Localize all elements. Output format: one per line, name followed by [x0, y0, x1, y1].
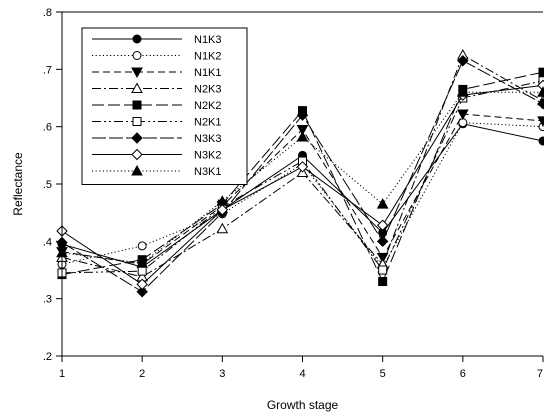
data-point-N2K2-7	[538, 67, 544, 77]
y-tick-label: .5	[43, 179, 52, 191]
legend-marker-N3K1	[131, 164, 143, 176]
data-point-N3K3-4	[296, 109, 309, 121]
data-point-N3K1-5	[376, 198, 389, 209]
data-point-N3K1-6	[456, 86, 469, 97]
legend: N1K3 N1K2 N1K1 N2K3 N2K2 N2K1 N3K3 N3K2 N3K1	[81, 27, 248, 185]
x-tick-label: 1	[59, 368, 65, 380]
data-point-N2K3-3	[216, 222, 229, 234]
legend-marker-N3K2	[131, 148, 143, 161]
legend-label-N1K1: N1K1	[194, 67, 222, 79]
y-tick-label: .2	[43, 351, 52, 363]
data-point-N3K1-2	[136, 257, 149, 268]
legend-label-N1K2: N1K2	[194, 51, 222, 63]
data-point-N2K1-5	[378, 265, 388, 275]
legend-marker-N1K2	[132, 51, 142, 60]
legend-item-N3K3: N3K3	[92, 132, 222, 145]
data-point-N3K2-4	[296, 161, 309, 173]
legend-marker-N2K3	[131, 82, 143, 93]
legend-item-N1K3: N1K3	[92, 34, 222, 46]
legend-marker-N3K3	[131, 132, 143, 144]
data-point-N1K1-6	[456, 109, 469, 121]
x-tick-label: 7	[537, 368, 543, 380]
y-axis-title: Reflectance	[11, 152, 25, 216]
y-tick-label: .8	[43, 7, 52, 19]
x-tick-label: 2	[139, 368, 145, 380]
y-tick-label: .4	[43, 236, 52, 248]
x-tick-label: 4	[299, 368, 305, 380]
data-point-N2K2-5	[378, 276, 388, 286]
data-point-N2K1-2	[137, 266, 147, 276]
x-tick-label: 6	[460, 368, 466, 380]
series-N3K1	[56, 86, 544, 268]
data-point-N3K1-3	[216, 195, 229, 206]
legend-label-N3K3: N3K3	[194, 133, 222, 145]
legend-marker-N1K3	[132, 34, 142, 44]
data-point-N3K2-3	[216, 204, 229, 216]
data-point-N3K1-4	[296, 130, 309, 142]
x-tick-label: 3	[219, 368, 225, 380]
legend-item-N3K2: N3K2	[92, 148, 222, 162]
data-point-N1K1-4	[296, 125, 309, 136]
y-tick-label: .6	[43, 122, 52, 134]
legend-label-N1K3: N1K3	[194, 34, 222, 46]
legend-item-N1K2: N1K2	[92, 51, 222, 63]
data-point-N1K2-2	[137, 241, 147, 251]
legend-label-N2K3: N2K3	[194, 84, 222, 96]
legend-label-N3K1: N3K1	[194, 166, 222, 178]
legend-marker-N2K2	[132, 100, 142, 110]
legend-item-N2K3: N2K3	[92, 82, 222, 96]
axes-layer: .2 .3 .4 .5 .6 .7 .8 1 2 3 4 5 6 7	[43, 7, 544, 380]
data-point-N1K1-5	[376, 252, 389, 264]
data-point-N3K1-7	[537, 86, 544, 97]
legend-label-N2K2: N2K2	[194, 100, 222, 112]
data-point-N3K3-2	[136, 286, 148, 298]
legend-item-N3K1: N3K1	[92, 164, 222, 178]
legend-marker-N2K1	[132, 117, 142, 126]
legend-item-N2K2: N2K2	[92, 100, 222, 112]
data-point-N3K2-2	[136, 278, 148, 291]
data-point-N3K3-7	[537, 98, 544, 110]
legend-label-N3K2: N3K2	[194, 150, 222, 162]
y-tick-label: .3	[43, 294, 52, 306]
x-tick-label: 5	[380, 368, 386, 380]
x-axis-title: Growth stage	[267, 398, 339, 412]
data-point-N1K3-7	[538, 136, 544, 146]
data-point-N3K3-5	[376, 235, 389, 248]
legend-box	[81, 27, 248, 185]
legend-item-N2K1: N2K1	[92, 117, 222, 129]
legend-label-N2K1: N2K1	[194, 117, 222, 129]
data-point-N3K3-6	[457, 55, 469, 67]
data-point-N3K2-5	[376, 219, 389, 231]
legend-marker-N1K1	[131, 67, 143, 79]
y-tick-label: .7	[43, 64, 52, 76]
data-point-N1K1-7	[537, 116, 544, 127]
legend-item-N1K1: N1K1	[92, 67, 222, 79]
